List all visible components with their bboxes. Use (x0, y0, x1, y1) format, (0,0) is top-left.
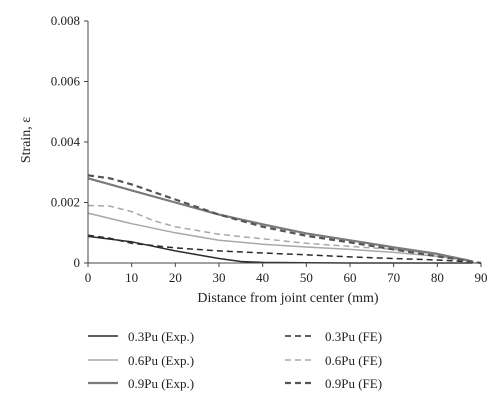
y-tick-label: 0.008 (51, 13, 80, 28)
axes-layer: 0 10 20 30 40 50 60 70 80 90 0 0.002 0.004 0.006 0.008 (51, 13, 488, 285)
x-tick-label: 70 (387, 270, 400, 285)
y-tick-label: 0.004 (51, 134, 81, 149)
x-axis-title: Distance from joint center (mm) (197, 291, 378, 306)
series-line-1 (87, 234, 482, 264)
series-line-5 (87, 174, 482, 265)
series-layer (87, 174, 482, 265)
y-tick-label: 0.002 (51, 195, 80, 210)
legend-label-4: 0.9Pu (Exp.) (128, 376, 194, 391)
y-axis-title: Strain, ε (19, 117, 34, 163)
y-tick-label: 0.006 (51, 74, 81, 89)
x-tick-label: 50 (300, 270, 313, 285)
x-tick-label: 80 (431, 270, 444, 285)
legend-label-0: 0.3Pu (Exp.) (128, 329, 194, 344)
x-tick-label: 40 (256, 270, 269, 285)
x-tick-label: 10 (125, 270, 138, 285)
series-line-3 (87, 204, 473, 262)
x-tick-label: 90 (475, 270, 488, 285)
series-line-4 (87, 177, 473, 263)
legend-label-1: 0.3Pu (FE) (325, 329, 382, 344)
legend-label-5: 0.9Pu (FE) (325, 376, 382, 391)
x-tick-label: 0 (85, 270, 92, 285)
x-tick-label: 20 (169, 270, 182, 285)
series-line-2 (87, 212, 460, 261)
legend-label-2: 0.6Pu (Exp.) (128, 353, 194, 368)
y-tick-label: 0 (74, 255, 81, 270)
legend-label-3: 0.6Pu (FE) (325, 353, 382, 368)
x-tick-label: 60 (344, 270, 357, 285)
x-tick-label: 30 (213, 270, 226, 285)
legend: 0.3Pu (Exp.) 0.3Pu (FE) 0.6Pu (Exp.) 0.6Pu … (88, 329, 382, 391)
